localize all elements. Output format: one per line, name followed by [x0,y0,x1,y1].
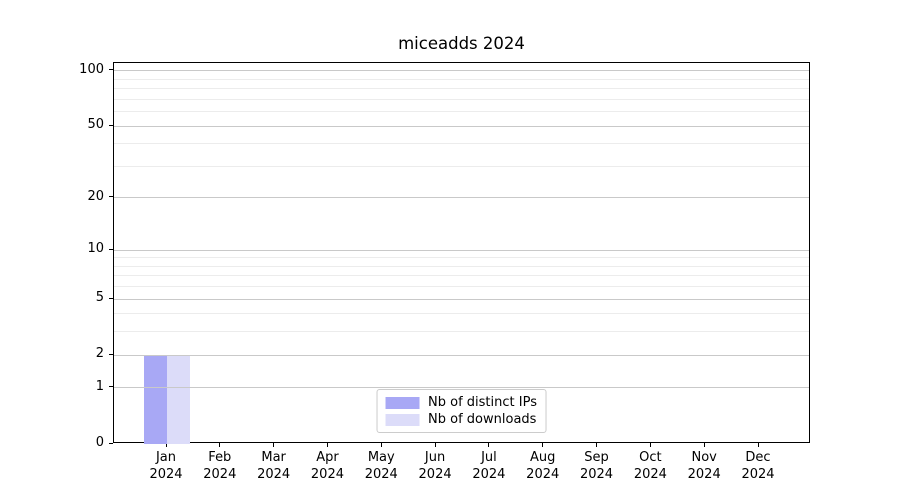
legend-item-distinct-ips: Nb of distinct IPs [385,394,537,411]
legend-item-downloads: Nb of downloads [385,411,537,428]
y-tick-label: 50 [87,117,104,133]
legend: Nb of distinct IPs Nb of downloads [376,389,547,433]
x-tick-label: Dec 2024 [741,450,775,482]
gridline-minor [114,165,809,167]
legend-swatch-distinct-ips [385,396,420,409]
y-tick [109,386,113,388]
x-tick-label: Mar 2024 [257,450,291,482]
x-tick [380,443,382,447]
plot-area: Nb of distinct IPs Nb of downloads [113,62,810,444]
gridline-major [114,70,809,72]
gridline-minor [114,313,809,315]
gridline-minor [114,265,809,267]
chart-title: miceadds 2024 [398,34,525,53]
gridline-minor [114,111,809,113]
gridline-minor [114,275,809,277]
x-tick [273,443,275,447]
y-tick-label: 20 [87,188,104,204]
gridline-minor [114,88,809,90]
y-tick [109,196,113,198]
x-tick-label: Oct 2024 [633,450,667,482]
gridline-minor [114,98,809,100]
gridline-minor [114,257,809,259]
y-tick [109,248,113,250]
legend-label-distinct-ips: Nb of distinct IPs [428,395,537,410]
x-tick-label: Nov 2024 [687,450,721,482]
x-tick [596,443,598,447]
y-tick [109,69,113,71]
gridline-minor [114,286,809,288]
y-tick [109,297,113,299]
bars-layer [114,63,809,444]
gridline-major [114,354,809,356]
y-tick-label: 0 [95,435,104,450]
x-tick-label: Aug 2024 [526,450,560,482]
y-tick [109,124,113,126]
x-tick [757,443,759,447]
y-tick [109,442,113,444]
gridline-major [114,298,809,300]
gridline-minor [114,143,809,145]
x-tick-label: Jul 2024 [472,450,506,482]
bar-nb-of-downloads [167,355,190,444]
grid-layer [114,63,809,442]
x-tick [488,443,490,447]
x-tick [703,443,705,447]
bar-nb-of-distinct-ips [144,355,167,444]
x-tick [542,443,544,447]
legend-label-downloads: Nb of downloads [428,412,537,427]
y-tick-label: 10 [87,241,104,257]
gridline-major [114,197,809,199]
y-tick-label: 5 [95,290,104,306]
x-tick-label: May 2024 [364,450,398,482]
gridline-major [114,249,809,251]
x-tick-label: Jan 2024 [149,450,183,482]
gridline-minor [114,78,809,80]
x-tick [326,443,328,447]
y-tick-label: 1 [95,378,104,394]
gridline-major [114,125,809,127]
x-tick-label: Sep 2024 [579,450,614,482]
y-tick [109,353,113,355]
x-tick [165,443,167,447]
y-tick-label: 2 [95,346,104,362]
x-tick-label: Apr 2024 [310,450,344,482]
legend-swatch-downloads [385,413,420,426]
x-tick [434,443,436,447]
gridline-major [114,387,809,389]
gridline-minor [114,331,809,333]
y-tick-label: 100 [79,61,104,77]
x-tick [219,443,221,447]
x-tick-label: Feb 2024 [203,450,237,482]
x-tick [649,443,651,447]
x-tick-label: Jun 2024 [418,450,452,482]
